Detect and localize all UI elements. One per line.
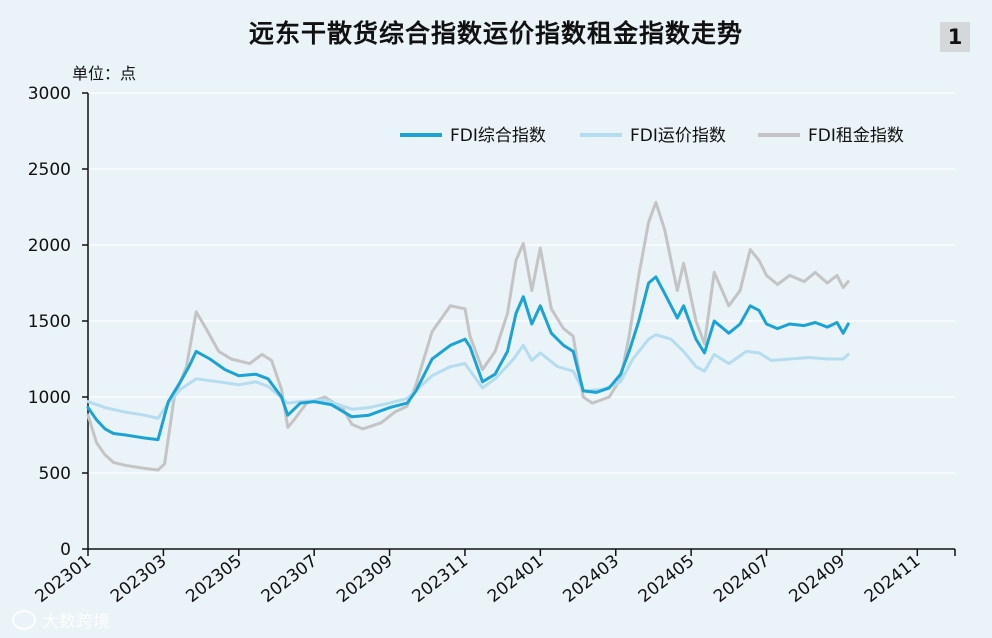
x-tick-label: 202403: [559, 551, 622, 607]
figure-number-badge: 1: [940, 22, 970, 52]
x-tick-label: 202307: [258, 551, 321, 607]
chart-title: 远东干散货综合指数运价指数租金指数走势: [248, 19, 743, 48]
y-tick-label: 2000: [28, 236, 71, 256]
y-unit-label: 单位：点: [72, 64, 137, 83]
x-tick-label: 202407: [710, 551, 773, 607]
y-tick-label: 0: [60, 540, 71, 560]
x-tick-label: 202411: [861, 551, 924, 607]
x-tick-label: 202303: [107, 551, 170, 607]
x-tick-label: 202409: [786, 551, 849, 607]
x-tick-label: 202305: [182, 551, 245, 607]
watermark: 大数跨境: [12, 607, 110, 632]
x-tick-label: 202405: [635, 551, 698, 607]
circle-logo-icon: [12, 609, 36, 630]
legend-label-3: FDI租金指数: [808, 126, 904, 146]
legend-label-1: FDI综合指数: [450, 126, 546, 146]
series-line-3: [86, 200, 850, 472]
series-line-2: [86, 333, 850, 420]
x-tick-label: 202401: [484, 551, 547, 607]
series-line-1: [86, 275, 850, 442]
x-tick-label: 202309: [333, 551, 396, 607]
y-tick-label: 3000: [28, 84, 71, 104]
y-tick-label: 500: [39, 464, 71, 484]
x-tick-label: 202311: [409, 551, 472, 607]
y-tick-label: 2500: [28, 160, 71, 180]
legend-label-2: FDI运价指数: [630, 126, 726, 146]
y-tick-label: 1500: [28, 312, 71, 332]
y-tick-label: 1000: [28, 388, 71, 408]
watermark-text: 大数跨境: [42, 612, 110, 632]
